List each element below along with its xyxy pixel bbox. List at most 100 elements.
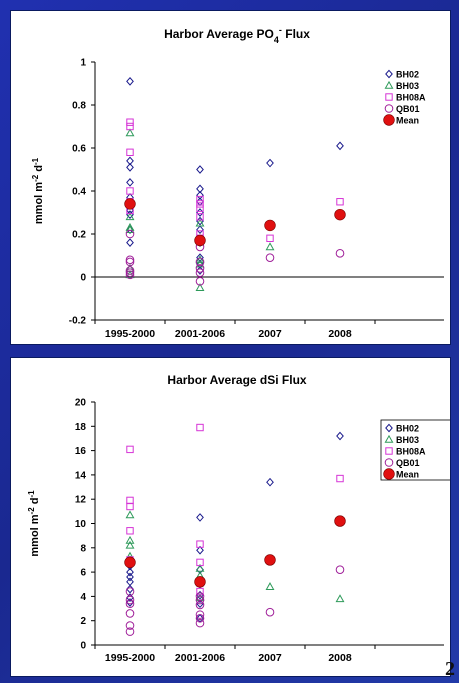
point-bh08a bbox=[196, 423, 204, 432]
point-bh08a bbox=[266, 234, 274, 243]
point-qb01 bbox=[265, 253, 275, 262]
chart-title-tail: Flux bbox=[282, 27, 310, 41]
point-bh03 bbox=[125, 225, 135, 233]
point-bh03 bbox=[195, 259, 205, 268]
point-qb01 bbox=[125, 255, 135, 265]
point-qb01 bbox=[195, 610, 205, 619]
legend-marker-bh03 bbox=[384, 80, 394, 89]
point-bh02 bbox=[126, 162, 134, 172]
y-tick-label: 0.2 bbox=[72, 230, 86, 241]
point-qb01 bbox=[125, 599, 135, 608]
point-mean bbox=[334, 208, 346, 221]
point-qb01 bbox=[125, 587, 135, 596]
point-bh02 bbox=[126, 178, 134, 187]
dsi-flux-chart-panel: Harbor Average dSi Flux 0 2 4 6 8 10 12 14 16 18 20… bbox=[10, 357, 451, 677]
point-qb01 bbox=[125, 229, 135, 239]
series-bh03 bbox=[125, 510, 345, 603]
legend-marker-qb01 bbox=[384, 458, 394, 467]
y-tick-label: 14 bbox=[75, 470, 87, 481]
point-qb01 bbox=[125, 270, 135, 280]
point-bh02 bbox=[126, 598, 134, 607]
y-axis-label: mmol m-2 d-1 bbox=[27, 490, 42, 557]
point-qb01 bbox=[265, 607, 275, 617]
series-mean bbox=[124, 198, 346, 247]
point-mean bbox=[124, 556, 136, 569]
point-bh08a bbox=[336, 474, 344, 483]
y-tick-label: 4 bbox=[80, 592, 86, 603]
series-bh02 bbox=[126, 76, 344, 275]
y-axis-label-unit: mmol m bbox=[33, 182, 45, 224]
point-bh02 bbox=[126, 238, 134, 247]
y-tick-label: 10 bbox=[75, 519, 87, 530]
series-qb01 bbox=[125, 565, 345, 636]
point-qb01 bbox=[125, 627, 135, 636]
series-bh08a bbox=[126, 118, 344, 243]
series-bh02 bbox=[126, 431, 344, 623]
point-bh08a bbox=[126, 502, 134, 511]
point-bh03 bbox=[125, 540, 135, 549]
legend-marker-mean bbox=[383, 468, 395, 480]
point-mean bbox=[194, 234, 206, 247]
y-tick-label: -0.2 bbox=[69, 316, 87, 327]
chart-title-subscript: 4 bbox=[274, 35, 279, 45]
point-bh03 bbox=[125, 535, 135, 544]
point-qb01 bbox=[195, 268, 205, 278]
y-tick-label: 6 bbox=[80, 568, 86, 579]
series-bh08a bbox=[126, 423, 344, 596]
page-number: 2 bbox=[445, 658, 455, 680]
legend-marker-mean bbox=[383, 114, 395, 126]
x-tick-label: 2007 bbox=[258, 652, 282, 664]
y-axis-label-exp1: -2 bbox=[27, 507, 36, 515]
dsi-flux-chart: Harbor Average dSi Flux 0 2 4 6 8 10 12 14 16 18 20… bbox=[27, 373, 450, 664]
point-bh03 bbox=[195, 255, 205, 264]
legend-marker-bh02 bbox=[385, 423, 393, 433]
point-mean bbox=[124, 198, 136, 210]
point-bh08a bbox=[126, 118, 134, 126]
x-tick-label: 1995-2000 bbox=[105, 652, 155, 664]
point-qb01 bbox=[125, 609, 135, 618]
y-axis-label: mmol m-2 d-1 bbox=[31, 157, 46, 224]
point-qb01 bbox=[335, 565, 345, 574]
point-bh03 bbox=[265, 582, 275, 590]
legend-label-qb01: QB01 bbox=[396, 458, 420, 468]
point-bh08a bbox=[196, 195, 204, 204]
point-bh08a bbox=[126, 122, 134, 131]
y-axis-label-exp2: -1 bbox=[27, 490, 36, 498]
point-bh02 bbox=[266, 477, 274, 487]
point-bh03 bbox=[125, 510, 135, 519]
point-bh03 bbox=[265, 242, 275, 251]
chart-title-main: Harbor Average dSi Flux bbox=[167, 373, 306, 387]
point-bh02 bbox=[196, 208, 204, 217]
point-bh08a bbox=[196, 558, 204, 567]
x-tick-label: 2001-2006 bbox=[175, 328, 225, 340]
y-axis-label-exp2: -1 bbox=[31, 157, 40, 165]
y-tick-label: 18 bbox=[75, 422, 87, 433]
legend-label-bh03: BH03 bbox=[396, 81, 419, 91]
po4-flux-chart-panel: Harbor Average PO4- Flux -0.2 0 0.2 0.4 0.6 0.… bbox=[10, 10, 451, 345]
y-axis-label-time: d bbox=[33, 165, 45, 175]
point-bh02 bbox=[336, 431, 344, 441]
point-bh03 bbox=[125, 128, 135, 137]
point-mean bbox=[264, 554, 276, 566]
point-qb01 bbox=[335, 249, 345, 258]
point-bh08a bbox=[196, 213, 204, 221]
point-bh08a bbox=[126, 527, 134, 535]
y-tick-label: 0 bbox=[80, 273, 86, 284]
point-mean bbox=[194, 576, 206, 588]
point-mean bbox=[264, 219, 276, 232]
y-tick-label: 20 bbox=[75, 398, 87, 409]
point-qb01 bbox=[125, 268, 135, 278]
point-bh02 bbox=[266, 158, 274, 168]
y-tick-label: 0.6 bbox=[72, 144, 86, 155]
legend-label-bh03: BH03 bbox=[396, 435, 419, 445]
point-qb01 bbox=[125, 266, 135, 275]
point-bh08a bbox=[196, 540, 204, 548]
po4-flux-chart: Harbor Average PO4- Flux -0.2 0 0.2 0.4 0.6 0.… bbox=[31, 25, 444, 340]
point-bh08a bbox=[126, 496, 134, 505]
point-bh02 bbox=[196, 513, 204, 522]
y-axis-label-unit: mmol m bbox=[29, 514, 41, 556]
series-qb01 bbox=[125, 229, 345, 286]
y-tick-label: 1 bbox=[80, 58, 86, 69]
point-qb01 bbox=[195, 600, 205, 610]
